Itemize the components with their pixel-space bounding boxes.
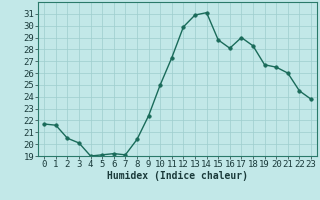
X-axis label: Humidex (Indice chaleur): Humidex (Indice chaleur) [107, 171, 248, 181]
